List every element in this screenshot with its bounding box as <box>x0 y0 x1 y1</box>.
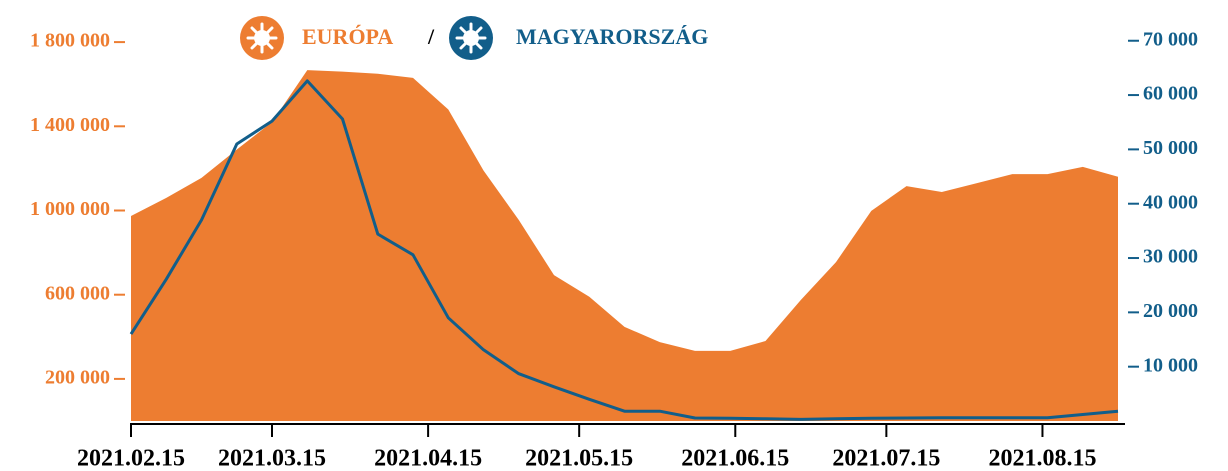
y-tick-label: 200 000 <box>45 366 110 388</box>
plot-area <box>129 70 1119 421</box>
x-tick-label: 2021.06.15 <box>681 446 789 471</box>
y2-tick-label: 50 000 <box>1143 137 1198 159</box>
legend-icon <box>240 16 284 60</box>
legend-label: MAGYARORSZÁG <box>516 24 708 49</box>
legend-label: EURÓPA <box>302 24 393 49</box>
legend-icon <box>449 16 493 60</box>
y2-tick-label: 20 000 <box>1143 300 1198 322</box>
x-tick-label: 2021.07.15 <box>832 446 940 471</box>
y2-tick-label: 60 000 <box>1143 83 1198 105</box>
y2-tick-label: 70 000 <box>1143 28 1198 50</box>
y-tick-label: 600 000 <box>45 282 110 304</box>
x-tick-label: 2021.03.15 <box>218 446 326 471</box>
line <box>129 79 1119 421</box>
y-tick-label: 1 000 000 <box>30 198 110 220</box>
x-tick-label: 2021.05.15 <box>525 446 633 471</box>
x-tick-label: 2021.02.15 <box>77 446 185 471</box>
y-tick-label: 1 800 000 <box>30 30 110 52</box>
legend: EURÓPA / MAGYARORSZÁG <box>240 16 708 60</box>
y2-tick-label: 30 000 <box>1143 246 1198 268</box>
y2-tick-label: 40 000 <box>1143 191 1198 213</box>
legend-separator: / <box>427 24 435 49</box>
area <box>131 70 1118 421</box>
x-tick-label: 2021.04.15 <box>374 446 482 471</box>
y-tick-label: 1 400 000 <box>30 114 110 136</box>
x-tick-label: 2021.08.15 <box>988 446 1096 471</box>
y2-tick-label: 10 000 <box>1143 354 1198 376</box>
